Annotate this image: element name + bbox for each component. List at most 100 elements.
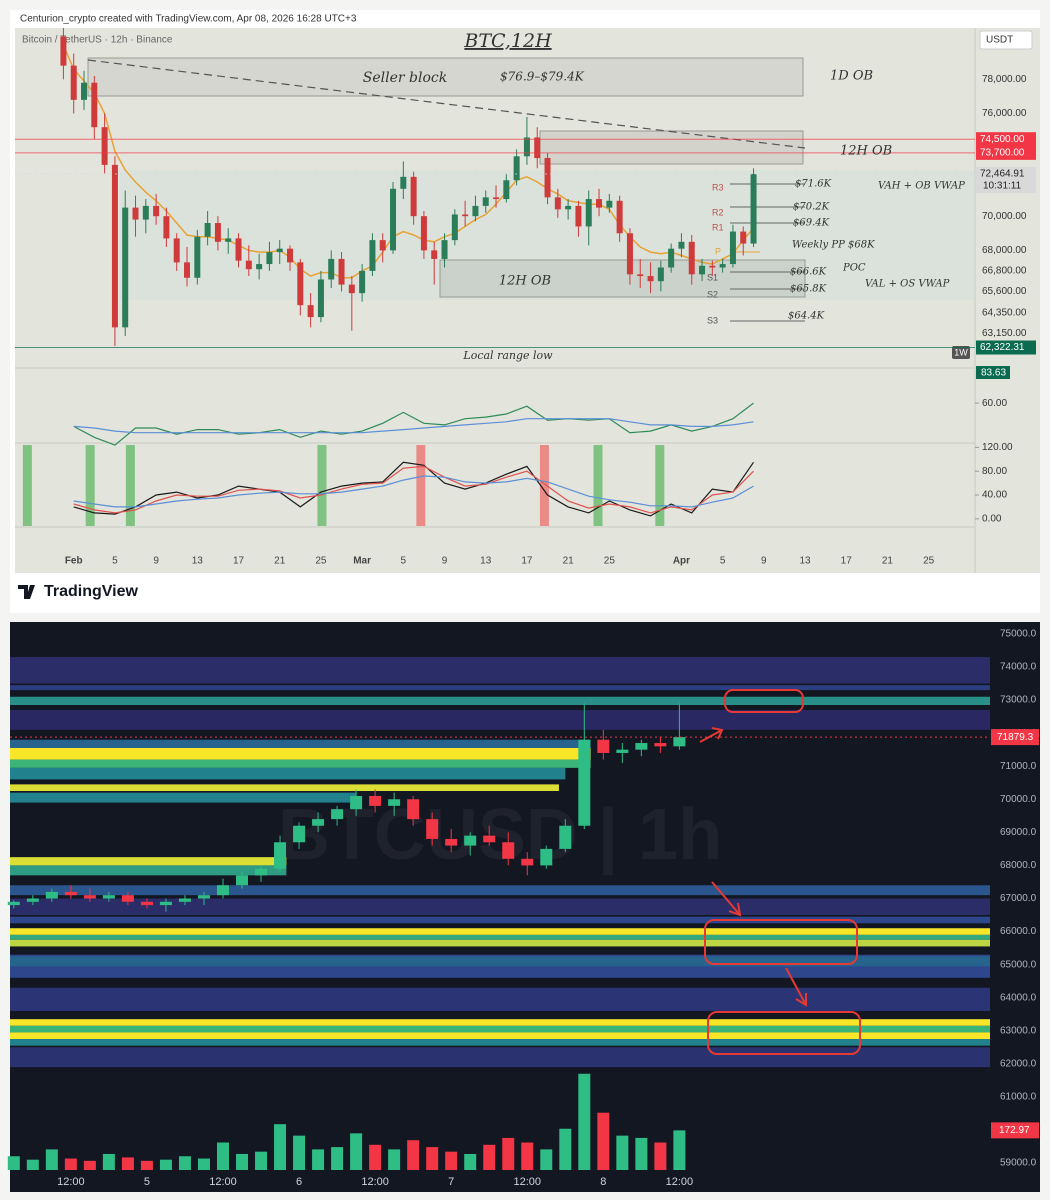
- volume-bar: [483, 1144, 496, 1170]
- volume-bar: [178, 1156, 191, 1170]
- candle-body: [482, 197, 489, 206]
- candle-body: [122, 207, 129, 328]
- volume-bar: [597, 1112, 610, 1170]
- candle-body: [750, 174, 757, 244]
- annotation: S1: [707, 272, 718, 282]
- candle-body: [256, 264, 263, 270]
- heat-band: [10, 748, 591, 760]
- candle-body: [102, 895, 115, 899]
- candle-body: [502, 842, 515, 859]
- oscillator-line: [73, 418, 754, 434]
- candle-body: [266, 252, 273, 265]
- moving-average: [62, 44, 755, 279]
- arrow: [711, 881, 742, 917]
- candle-body: [578, 739, 591, 826]
- annotation: $71.6K: [795, 179, 832, 190]
- x-tick-label: 25: [604, 556, 616, 567]
- candle-body: [338, 258, 345, 285]
- annotation: R1: [712, 222, 724, 232]
- annotation: Weekly PP $68K: [792, 240, 875, 251]
- heat-band: [10, 865, 287, 876]
- annotation: $65.8K: [790, 284, 827, 295]
- y-tick-label: 61000.0: [1000, 1092, 1037, 1103]
- candle-body: [111, 164, 118, 328]
- signal-bar: [125, 445, 135, 526]
- candle-body: [297, 262, 304, 306]
- candle-body: [197, 895, 210, 899]
- candle-body: [699, 265, 706, 275]
- heat-band: [10, 696, 990, 706]
- heat-band: [10, 767, 566, 780]
- candle-body: [245, 260, 252, 270]
- candle-body: [328, 258, 335, 280]
- price-label: 72,464.91: [980, 169, 1025, 180]
- candle-body: [153, 205, 160, 217]
- interval-badge-box: [952, 346, 970, 359]
- candle-body: [307, 305, 314, 318]
- value-badge-box: [976, 366, 1010, 379]
- volume-bar: [293, 1135, 306, 1170]
- y-tick-label: 67000.0: [1000, 893, 1037, 904]
- annotation: 12H OB: [840, 144, 892, 159]
- candle-body: [431, 250, 438, 259]
- heat-band: [10, 1047, 990, 1068]
- x-tick-label: 12:00: [209, 1176, 237, 1188]
- x-tick-label: 7: [448, 1176, 454, 1188]
- last-volume-label: 172.97: [999, 1125, 1030, 1136]
- candle-body: [7, 901, 20, 906]
- trendline: [87, 59, 806, 149]
- candle-body: [673, 737, 686, 747]
- countdown: 10:31:11: [983, 181, 1022, 192]
- candle-body: [534, 137, 541, 159]
- volume-bar: [673, 1130, 686, 1170]
- last-price-box: [991, 729, 1039, 746]
- volume-bar: [350, 1133, 363, 1170]
- x-tick-label: 17: [521, 556, 533, 567]
- candle-body: [293, 825, 306, 843]
- y-tick-label: 73000.0: [1000, 695, 1037, 706]
- candle-body: [493, 197, 500, 200]
- heat-band: [10, 1032, 990, 1040]
- candle-body: [709, 265, 716, 268]
- oscillator-line: [73, 402, 754, 446]
- heat-band: [10, 928, 990, 935]
- price-label: 74,500.00: [980, 134, 1025, 145]
- candle-body: [451, 214, 458, 241]
- candle-body: [445, 838, 458, 846]
- y-tick-label: 69000.0: [1000, 827, 1037, 838]
- candle-body: [159, 901, 172, 906]
- logo-mark: [18, 585, 35, 599]
- candle-body: [575, 205, 582, 227]
- heat-band: [10, 885, 990, 896]
- y-tick-label: 70,000.00: [982, 211, 1027, 222]
- candle-body: [554, 197, 561, 210]
- pivot-lines: [730, 183, 805, 322]
- last-volume-box: [991, 1122, 1039, 1139]
- candle-body: [441, 240, 448, 259]
- target-circle: [704, 919, 858, 965]
- overlays: [7, 703, 686, 1170]
- candle-body: [688, 241, 695, 275]
- arrow: [785, 967, 807, 1007]
- candle-body: [472, 205, 479, 217]
- markup-drawings: [699, 689, 861, 1055]
- ob-zone: [539, 130, 804, 165]
- y-tick-label: 63,150.00: [982, 328, 1027, 339]
- candle-body: [350, 795, 363, 810]
- y-tick-label: 68000.0: [1000, 860, 1037, 871]
- currency-box: [979, 30, 1033, 50]
- candle-body: [657, 267, 664, 282]
- y-tick-label: 66,800.00: [982, 266, 1027, 277]
- volume-bar: [464, 1153, 477, 1170]
- x-tick-label: 12:00: [666, 1176, 694, 1188]
- candle-body: [225, 238, 232, 242]
- candle-body: [204, 223, 211, 237]
- x-tick-label: Apr: [673, 556, 690, 567]
- candle-body: [276, 248, 283, 253]
- y-tick-label: 65000.0: [1000, 959, 1037, 970]
- x-tick-label: Feb: [65, 556, 83, 567]
- candle-body: [729, 231, 736, 265]
- candle-body: [81, 82, 88, 100]
